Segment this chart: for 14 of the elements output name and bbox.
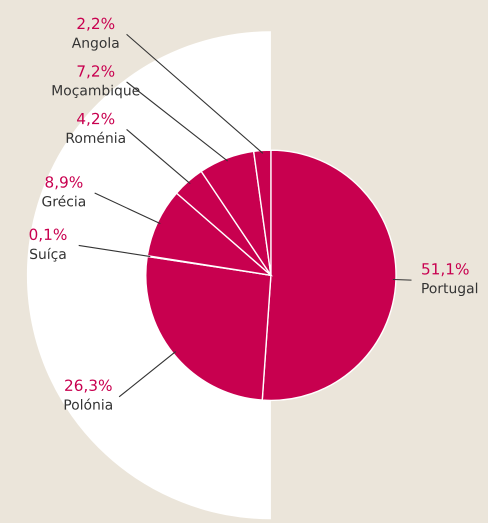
data-label: 2,2% xyxy=(77,18,114,31)
data-label: 4,2% xyxy=(77,112,114,126)
data-label: 0,1% xyxy=(30,228,67,242)
slice-label: Suíça xyxy=(30,248,66,262)
slice-label: Portugal xyxy=(422,282,478,296)
data-label: 26,3% xyxy=(65,380,112,393)
slice-label: Polónia xyxy=(64,398,112,410)
slice-label: Moçambique xyxy=(52,84,140,98)
slice-label: Angola xyxy=(72,37,118,51)
data-label: 8,9% xyxy=(46,176,82,190)
data-label: 51,1% xyxy=(422,263,469,276)
slice-label: Grécia xyxy=(42,195,85,206)
slice-label: Roménia xyxy=(66,132,125,144)
data-label: 7,2% xyxy=(78,65,114,78)
